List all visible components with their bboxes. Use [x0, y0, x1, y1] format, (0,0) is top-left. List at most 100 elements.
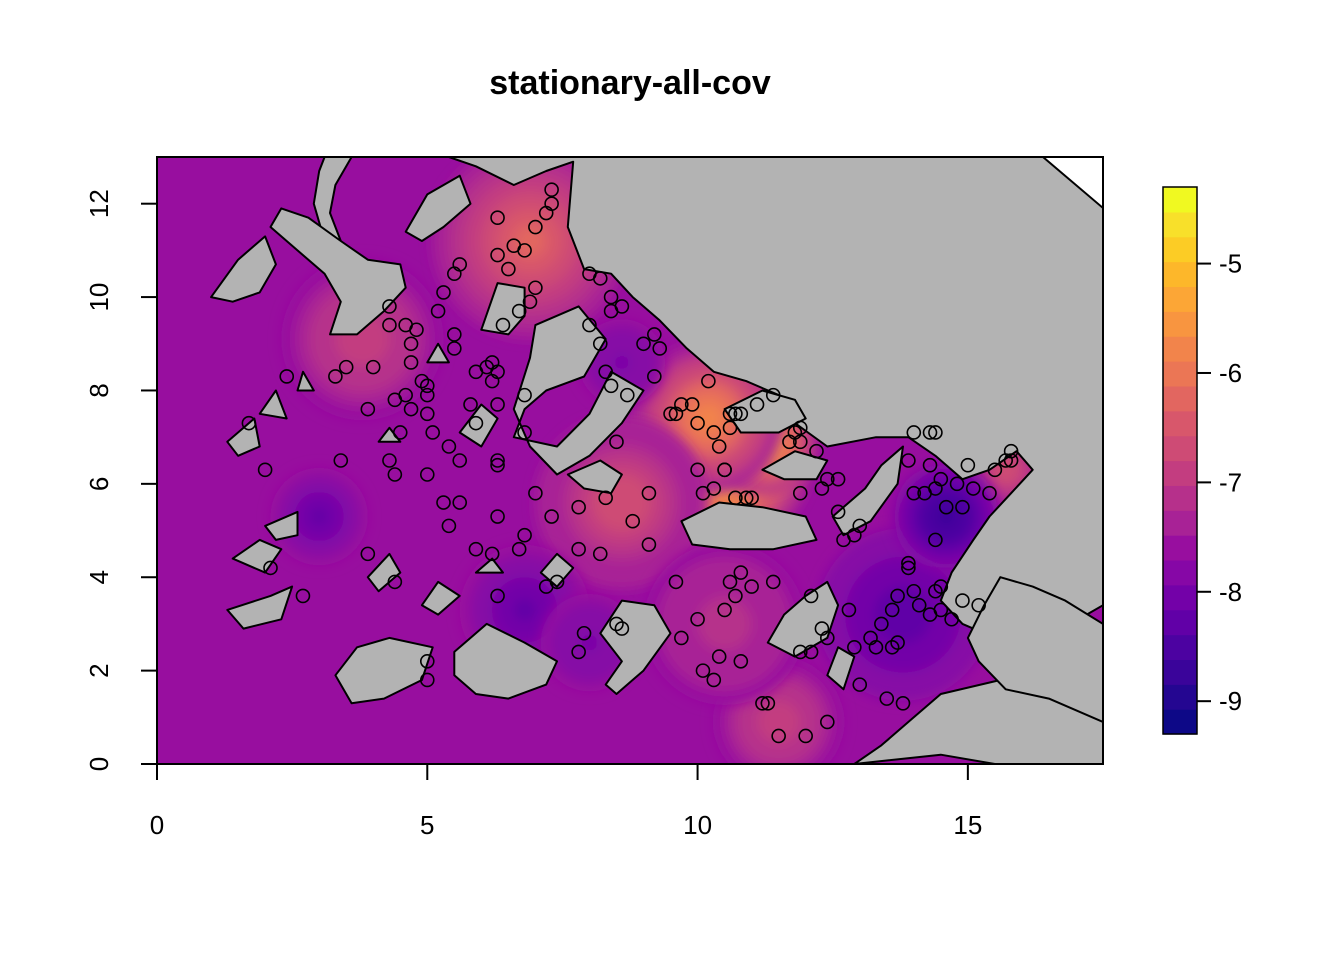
sample-point	[603, 303, 619, 319]
sample-point	[647, 369, 662, 384]
sample-point	[733, 653, 749, 669]
sample-point	[744, 490, 759, 506]
island	[420, 580, 461, 616]
sample-point	[295, 588, 311, 604]
sample-point	[906, 425, 922, 440]
sample-point	[755, 695, 770, 711]
island	[566, 459, 623, 495]
y-tick-label: 4	[84, 570, 114, 584]
colorbar-tick-label: -7	[1219, 467, 1242, 497]
sample-point	[792, 434, 808, 450]
island	[480, 282, 526, 336]
sample-point	[468, 364, 484, 380]
sample-point	[490, 509, 505, 524]
island	[474, 557, 504, 574]
colorbar-swatch	[1163, 659, 1197, 685]
y-tick-label: 12	[84, 189, 114, 218]
sample-point	[592, 271, 608, 286]
sample-point	[711, 649, 727, 664]
sample-point	[884, 602, 900, 618]
sample-point	[528, 485, 543, 501]
sample-point	[436, 495, 451, 510]
sample-point	[392, 425, 408, 440]
colorbar-tick-label: -8	[1219, 577, 1242, 607]
sample-point	[490, 397, 505, 412]
sample-point	[387, 467, 403, 482]
sample-point	[722, 574, 738, 590]
sample-point	[360, 401, 376, 417]
colorbar-swatch	[1163, 361, 1197, 387]
sample-point	[852, 677, 868, 692]
sample-point	[263, 560, 278, 576]
sample-point	[501, 261, 516, 277]
sample-point	[522, 294, 538, 310]
sample-point	[684, 397, 700, 412]
sample-point	[782, 434, 797, 450]
sample-point	[452, 495, 468, 510]
sample-point	[814, 481, 830, 496]
sample-point	[728, 490, 743, 506]
sample-point	[409, 322, 424, 338]
sample-point	[517, 527, 532, 543]
y-tick-label: 8	[84, 383, 114, 397]
sample-point	[382, 299, 397, 314]
sample-point	[582, 317, 597, 333]
sample-point	[971, 597, 986, 613]
sample-point	[717, 462, 732, 478]
sample-point	[495, 317, 511, 333]
hotspot-ring	[513, 599, 536, 621]
island	[512, 305, 645, 476]
colorbar-swatch	[1163, 684, 1197, 710]
sample-point	[744, 579, 759, 594]
sample-point	[949, 476, 965, 492]
sample-point	[738, 490, 754, 506]
island	[258, 389, 288, 420]
y-tick-label: 6	[84, 477, 114, 491]
y-tick-label: 2	[84, 663, 114, 677]
island	[826, 646, 856, 691]
sample-point	[641, 537, 657, 552]
colorbar-swatch	[1163, 559, 1197, 586]
sample-point	[820, 714, 835, 730]
sample-point	[419, 467, 435, 482]
island	[296, 370, 315, 392]
sample-point	[922, 457, 938, 473]
sample-point	[571, 541, 586, 557]
colorbar-swatch	[1163, 311, 1197, 337]
sample-point	[468, 415, 484, 431]
island	[226, 417, 261, 457]
sample-point	[382, 453, 397, 468]
sample-point	[711, 439, 727, 454]
sample-point	[928, 425, 943, 440]
sample-point	[771, 728, 786, 744]
sample-point	[517, 387, 532, 403]
sample-point	[592, 336, 608, 352]
sample-point	[609, 616, 624, 632]
island	[366, 552, 402, 593]
hotspot-ring	[614, 355, 630, 370]
sample-point	[728, 588, 743, 604]
sample-point	[803, 644, 819, 660]
sample-point	[879, 691, 895, 706]
sample-point	[592, 546, 608, 562]
sample-point	[430, 303, 446, 319]
sample-point	[425, 425, 440, 440]
x-tick-label: 10	[683, 810, 712, 840]
sample-point	[652, 341, 668, 356]
hotspot-9	[270, 467, 368, 566]
sample-point	[733, 406, 749, 422]
colorbar-swatch	[1163, 535, 1197, 561]
sample-point	[614, 621, 630, 636]
sample-point	[517, 425, 532, 440]
sample-point	[928, 583, 943, 599]
island-layer	[210, 174, 904, 705]
sample-point	[441, 518, 457, 534]
sample-point	[603, 378, 619, 394]
island	[453, 622, 558, 700]
colorbar-swatch	[1163, 634, 1197, 661]
sample-point	[333, 453, 349, 468]
island	[723, 389, 807, 434]
sample-point	[549, 574, 565, 590]
sample-point	[647, 327, 662, 342]
colorbar-swatch	[1163, 460, 1197, 486]
